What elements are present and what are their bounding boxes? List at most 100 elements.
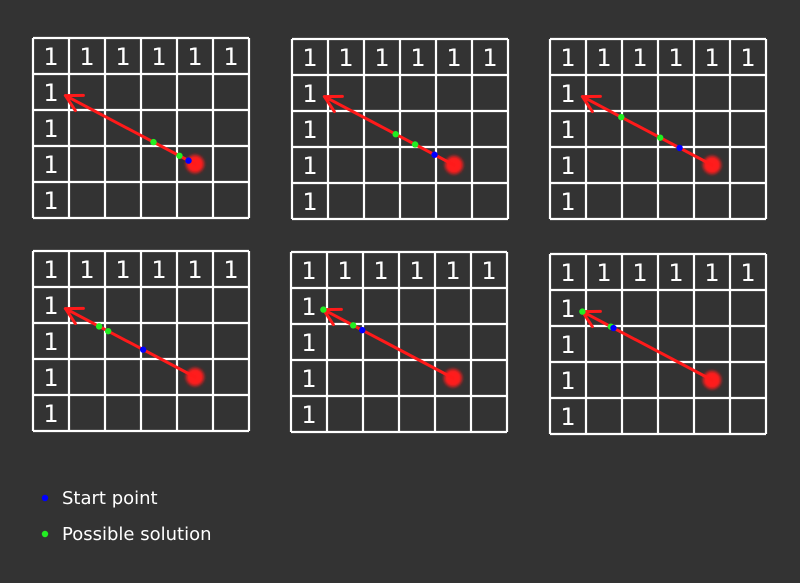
- legend-label: Start point: [62, 488, 158, 509]
- top-row-number: 1: [446, 44, 461, 72]
- arrow-head: [63, 306, 85, 326]
- left-column-number: 1: [43, 115, 58, 143]
- top-row-number: 1: [338, 44, 353, 72]
- top-row-number: 1: [409, 257, 424, 285]
- legend-item: Start point: [41, 488, 158, 509]
- direction-arrow: [63, 307, 197, 379]
- legend-item: Possible solution: [41, 524, 211, 545]
- green-dot-icon: [41, 530, 49, 538]
- left-column-number: 1: [560, 188, 575, 216]
- left-column-number: 1: [43, 79, 58, 107]
- top-row-number: 1: [223, 256, 238, 284]
- top-row-number: 1: [445, 257, 460, 285]
- direction-arrow: [63, 94, 197, 166]
- left-column-number: 1: [43, 328, 58, 356]
- top-row-number: 1: [740, 44, 755, 72]
- left-column-number: 1: [43, 187, 58, 215]
- solution-point: [320, 306, 327, 313]
- left-column-number: 1: [301, 293, 316, 321]
- direction-arrow: [580, 310, 714, 382]
- arrow-head: [322, 94, 344, 114]
- top-row-number: 1: [668, 259, 683, 287]
- solution-point: [392, 131, 399, 138]
- left-column-number: 1: [302, 188, 317, 216]
- left-column-number: 1: [302, 152, 317, 180]
- start-point: [139, 346, 147, 353]
- direction-arrow: [321, 308, 455, 380]
- left-column-number: 1: [43, 151, 58, 179]
- left-column-number: 1: [43, 292, 58, 320]
- top-row-number: 1: [79, 43, 94, 71]
- legend: Start point Possible solution: [41, 488, 211, 545]
- top-row-number: 1: [410, 44, 425, 72]
- top-row-number: 1: [596, 44, 611, 72]
- top-row-number: 1: [632, 44, 647, 72]
- solution-point: [656, 134, 664, 141]
- left-column-number: 1: [43, 364, 58, 392]
- top-row-number: 1: [373, 257, 388, 285]
- left-column-number: 1: [560, 152, 575, 180]
- left-column-number: 1: [302, 116, 317, 144]
- solution-point: [95, 323, 103, 330]
- top-row-number: 1: [560, 259, 575, 287]
- start-point: [431, 151, 438, 158]
- left-column-number: 1: [560, 295, 575, 323]
- top-row-number: 1: [668, 44, 683, 72]
- left-column-number: 1: [560, 403, 575, 431]
- top-row-number: 1: [301, 257, 316, 285]
- top-row-number: 1: [223, 43, 238, 71]
- top-row-number: 1: [151, 43, 166, 71]
- solution-point: [176, 152, 183, 159]
- left-column-number: 1: [560, 331, 575, 359]
- top-row-number: 1: [337, 257, 352, 285]
- arrow-head: [63, 93, 85, 113]
- start-point: [359, 326, 366, 334]
- top-row-number: 1: [187, 43, 202, 71]
- solution-point: [411, 141, 419, 148]
- solution-point: [150, 138, 157, 146]
- direction-arrow: [580, 95, 714, 167]
- top-row-number: 1: [302, 44, 317, 72]
- solution-point: [104, 327, 112, 335]
- solution-point: [350, 322, 357, 329]
- start-point: [185, 157, 192, 164]
- left-column-number: 1: [301, 401, 316, 429]
- top-row-number: 1: [115, 256, 130, 284]
- left-column-number: 1: [43, 400, 58, 428]
- top-row-number: 1: [43, 256, 58, 284]
- left-column-number: 1: [301, 365, 316, 393]
- top-row-number: 1: [596, 259, 611, 287]
- top-row-number: 1: [151, 256, 166, 284]
- top-row-number: 1: [79, 256, 94, 284]
- top-row-number: 1: [560, 44, 575, 72]
- top-row-number: 1: [43, 43, 58, 71]
- start-point: [610, 324, 617, 332]
- left-column-number: 1: [301, 329, 316, 357]
- top-row-number: 1: [115, 43, 130, 71]
- top-row-number: 1: [481, 257, 496, 285]
- top-row-number: 1: [187, 256, 202, 284]
- solution-point: [579, 308, 586, 315]
- left-column-number: 1: [560, 80, 575, 108]
- top-row-number: 1: [374, 44, 389, 72]
- blue-dot-icon: [41, 494, 49, 502]
- top-row-number: 1: [704, 44, 719, 72]
- left-column-number: 1: [560, 367, 575, 395]
- top-row-number: 1: [632, 259, 647, 287]
- start-point: [676, 144, 683, 152]
- left-column-number: 1: [302, 80, 317, 108]
- legend-label: Possible solution: [62, 524, 211, 545]
- left-column-number: 1: [560, 116, 575, 144]
- top-row-number: 1: [704, 259, 719, 287]
- top-row-number: 1: [740, 259, 755, 287]
- arrow-head: [580, 94, 602, 114]
- solution-point: [618, 113, 625, 121]
- top-row-number: 1: [482, 44, 497, 72]
